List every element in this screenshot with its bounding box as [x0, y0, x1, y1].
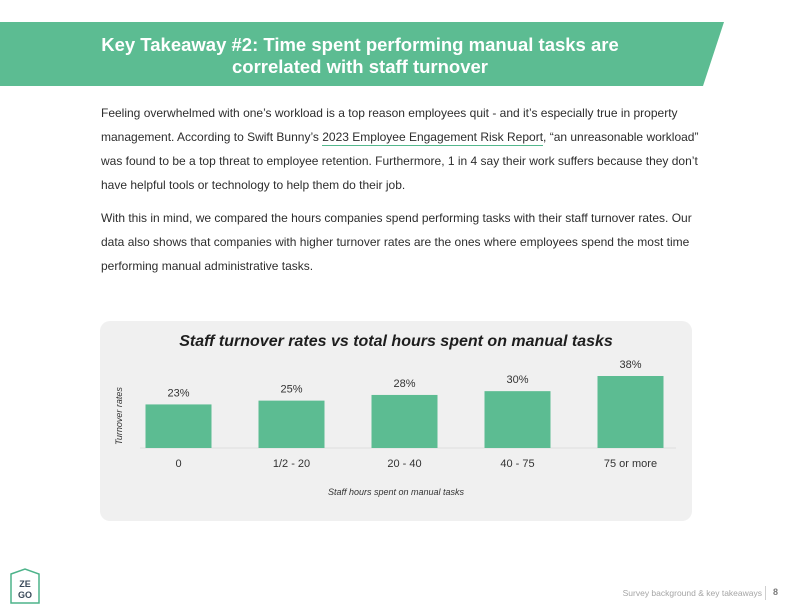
page-title-line-2: correlated with staff turnover	[232, 56, 488, 77]
zego-logo: ZE GO	[9, 568, 41, 604]
chart-title: Staff turnover rates vs total hours spen…	[179, 333, 613, 350]
chart-card: Staff turnover rates vs total hours spen…	[100, 321, 692, 521]
bar-value-label-4: 38%	[619, 359, 641, 371]
header-banner: Key Takeaway #2: Time spent performing m…	[0, 22, 724, 86]
x-axis-label: Staff hours spent on manual tasks	[328, 487, 465, 497]
bar-3	[484, 391, 551, 448]
page-title-line-1: Key Takeaway #2: Time spent performing m…	[101, 34, 619, 55]
bar-2	[371, 394, 438, 448]
y-axis-label: Turnover rates	[114, 387, 124, 445]
bars-layer: 23% 0 25% 1/2 - 20 28% 20 - 40 30% 40 - 75 38% 75…	[145, 359, 664, 470]
bar-value-label-0: 23%	[167, 387, 189, 399]
comparison-paragraph: With this in mind, we compared the hours…	[101, 211, 692, 273]
turnover-bar-chart: Staff turnover rates vs total hours spen…	[114, 333, 676, 497]
logo-text-top: ZE	[19, 579, 31, 589]
logo-text-bottom: GO	[18, 590, 32, 600]
bar-value-label-3: 30%	[506, 374, 528, 386]
section-label-text: Survey background & key takeaways	[622, 588, 762, 598]
intro-paragraph: Feeling overwhelmed with one’s workload …	[101, 101, 701, 197]
footer-divider	[765, 586, 766, 600]
bar-0	[145, 404, 212, 448]
page-number: 8	[773, 587, 779, 597]
page-title: Key Takeaway #2: Time spent performing m…	[60, 34, 660, 78]
footer-section-label: Survey background & key takeaways	[623, 588, 762, 598]
bar-4	[597, 376, 664, 448]
intro-text-start: Feeling overwhelmed with one’s workload …	[101, 106, 678, 144]
intro-text-end: , “an unreasonable workload” was found t…	[101, 130, 699, 192]
bar-1	[258, 400, 325, 448]
x-tick-label-1: 1/2 - 20	[273, 458, 310, 470]
x-tick-label-3: 40 - 75	[500, 458, 534, 470]
risk-report-link[interactable]: 2023 Employee Engagement Risk Report	[322, 130, 544, 146]
banner-shape	[0, 22, 724, 86]
bar-value-label-2: 28%	[393, 378, 415, 390]
x-tick-label-2: 20 - 40	[387, 458, 421, 470]
logo-frame: ZE GO	[10, 568, 40, 604]
x-tick-label-0: 0	[175, 458, 181, 470]
x-tick-label-4: 75 or more	[604, 458, 657, 470]
bar-value-label-1: 25%	[280, 384, 302, 396]
